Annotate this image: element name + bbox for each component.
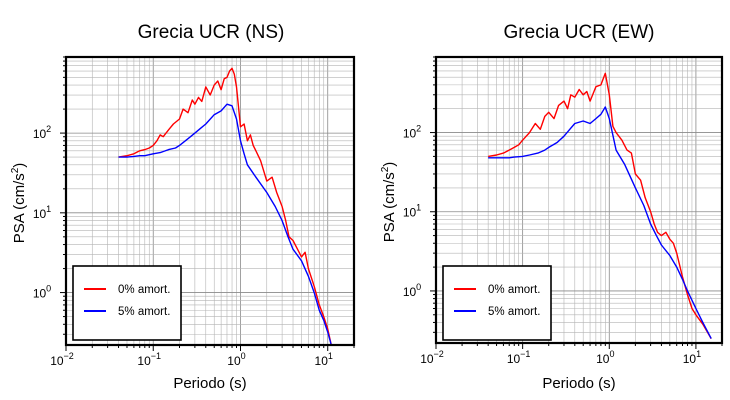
legend-label: 0% amort. (118, 284, 170, 296)
x-tick-base: 10 (315, 354, 329, 368)
y-tick-base: 10 (33, 127, 47, 141)
legend: 0% amort. 5% amort. (442, 265, 552, 341)
plot-frame (434, 55, 724, 345)
y-axis-label: PSA (cm/s2) (10, 163, 28, 244)
y-tick-label: 102 (403, 124, 421, 141)
y-tick-label: 102 (33, 124, 51, 141)
plot-frame (64, 55, 356, 347)
y-tick-label: 101 (33, 204, 51, 221)
x-tick-label: 100 (596, 349, 614, 366)
x-tick-base: 10 (596, 352, 610, 366)
y-tick-base: 10 (33, 287, 47, 301)
x-tick-exp: 1 (696, 349, 701, 359)
x-tick-label: 10−2 (50, 351, 74, 368)
x-tick-exp: 1 (328, 351, 333, 361)
x-tick-exp: 0 (241, 351, 246, 361)
x-tick-base: 10 (683, 352, 697, 366)
x-tick-label: 101 (315, 351, 333, 368)
x-tick-exp: −1 (151, 351, 161, 361)
grid (66, 57, 354, 345)
y-tick-base: 10 (403, 285, 417, 299)
x-tick-exp: −2 (434, 349, 444, 359)
y-tick-label: 101 (403, 203, 421, 220)
x-tick-exp: 0 (609, 349, 614, 359)
x-tick-label: 10−1 (137, 351, 161, 368)
legend-label: 5% amort. (118, 306, 170, 318)
y-tick-label: 100 (33, 284, 51, 301)
x-axis-label: Periodo (s) (542, 375, 615, 392)
series-line-damping-0 (488, 72, 712, 339)
y-tick-exp: 2 (46, 124, 51, 134)
x-tick-base: 10 (50, 354, 64, 368)
y-tick-base: 10 (403, 127, 417, 141)
y-tick-exp: 1 (46, 204, 51, 214)
legend-label: 5% amort. (488, 306, 540, 318)
x-tick-label: 100 (227, 351, 245, 368)
series-line-damping-0 (118, 67, 332, 345)
x-tick-label: 10−2 (420, 349, 444, 366)
y-tick-exp: 0 (416, 282, 421, 292)
y-tick-base: 10 (33, 207, 47, 221)
series-line-damping-5 (118, 103, 332, 345)
x-tick-label: 10−1 (507, 349, 531, 366)
chart-title: Grecia UCR (NS) (138, 22, 285, 43)
x-tick-label: 101 (683, 349, 701, 366)
x-tick-exp: −2 (64, 351, 74, 361)
legend: 0% amort. 5% amort. (72, 265, 182, 341)
x-tick-base: 10 (507, 352, 521, 366)
y-tick-label: 100 (403, 282, 421, 299)
series-line-damping-5 (488, 106, 712, 339)
x-tick-base: 10 (137, 354, 151, 368)
legend-label: 0% amort. (488, 284, 540, 296)
x-tick-base: 10 (420, 352, 434, 366)
x-tick-exp: −1 (520, 349, 530, 359)
legend-box (442, 265, 552, 341)
y-tick-base: 10 (403, 206, 417, 220)
x-tick-base: 10 (227, 354, 241, 368)
y-tick-exp: 2 (416, 124, 421, 134)
y-tick-exp: 1 (416, 203, 421, 213)
legend-box (72, 265, 182, 341)
y-tick-exp: 0 (46, 284, 51, 294)
chart-title: Grecia UCR (EW) (504, 22, 655, 43)
y-axis-label: PSA (cm/s2) (380, 162, 398, 243)
x-axis-label: Periodo (s) (173, 375, 246, 392)
